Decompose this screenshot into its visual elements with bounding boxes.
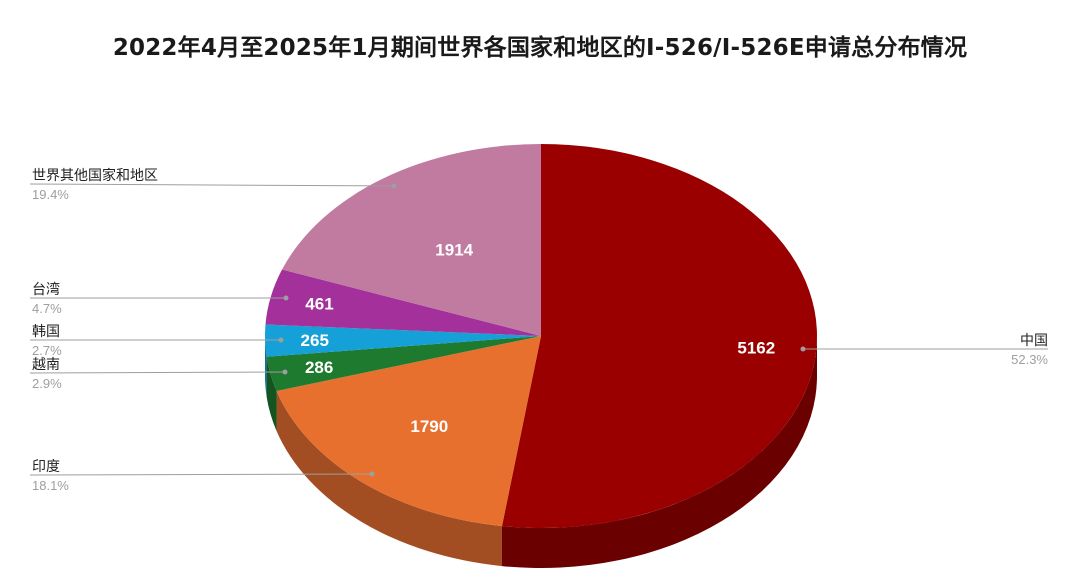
pie-slice-3 xyxy=(265,324,541,357)
slice-value-label: 5162 xyxy=(737,339,775,358)
pie-slice-2 xyxy=(266,336,541,391)
chart-title: 2022年4月至2025年1月期间世界各国家和地区的I-526/I-526E申请… xyxy=(112,35,968,61)
callout-percent: 2.7% xyxy=(32,343,62,358)
pie-slice-1 xyxy=(276,336,541,527)
callout-name: 台湾 xyxy=(32,281,60,298)
callout-percent: 2.9% xyxy=(32,376,62,391)
callout-labels: 中国 52.3% 印度 18.1% 越南 2.9% 韩国 2.7% 台湾 4.7% 世界其他国家和地… xyxy=(29,167,1048,493)
pie-side-walls xyxy=(265,336,817,568)
pie-side-3 xyxy=(265,336,267,397)
slice-value-label: 265 xyxy=(301,331,329,350)
callout-name: 印度 xyxy=(32,459,60,475)
pie-slices xyxy=(265,144,817,528)
slice-value-label: 461 xyxy=(305,295,333,314)
slice-value-label: 1914 xyxy=(435,240,473,259)
pie-slice-4 xyxy=(265,269,541,336)
callout-line xyxy=(29,371,286,374)
callout-name: 中国 xyxy=(1020,333,1048,349)
pie-slice-5 xyxy=(282,144,541,336)
slice-value-labels: 5162 1790 286 265 461 1914 xyxy=(301,240,776,436)
callout-percent: 19.4% xyxy=(32,187,69,202)
callout-percent: 4.7% xyxy=(32,301,62,316)
pie-side-1 xyxy=(276,390,502,567)
slice-value-label: 286 xyxy=(305,358,333,377)
callout-line xyxy=(29,473,373,476)
callout-line xyxy=(29,183,395,187)
callout-name: 越南 xyxy=(32,357,60,373)
callout-name: 韩国 xyxy=(32,324,60,340)
callout-percent: 18.1% xyxy=(32,478,69,493)
callout-name: 世界其他国家和地区 xyxy=(32,167,158,184)
pie-side-0 xyxy=(501,336,817,568)
slice-value-label: 1790 xyxy=(410,417,448,436)
callout-percent: 52.3% xyxy=(1011,352,1048,367)
pie-slice-0 xyxy=(501,144,817,528)
pie-side-2 xyxy=(266,356,277,431)
